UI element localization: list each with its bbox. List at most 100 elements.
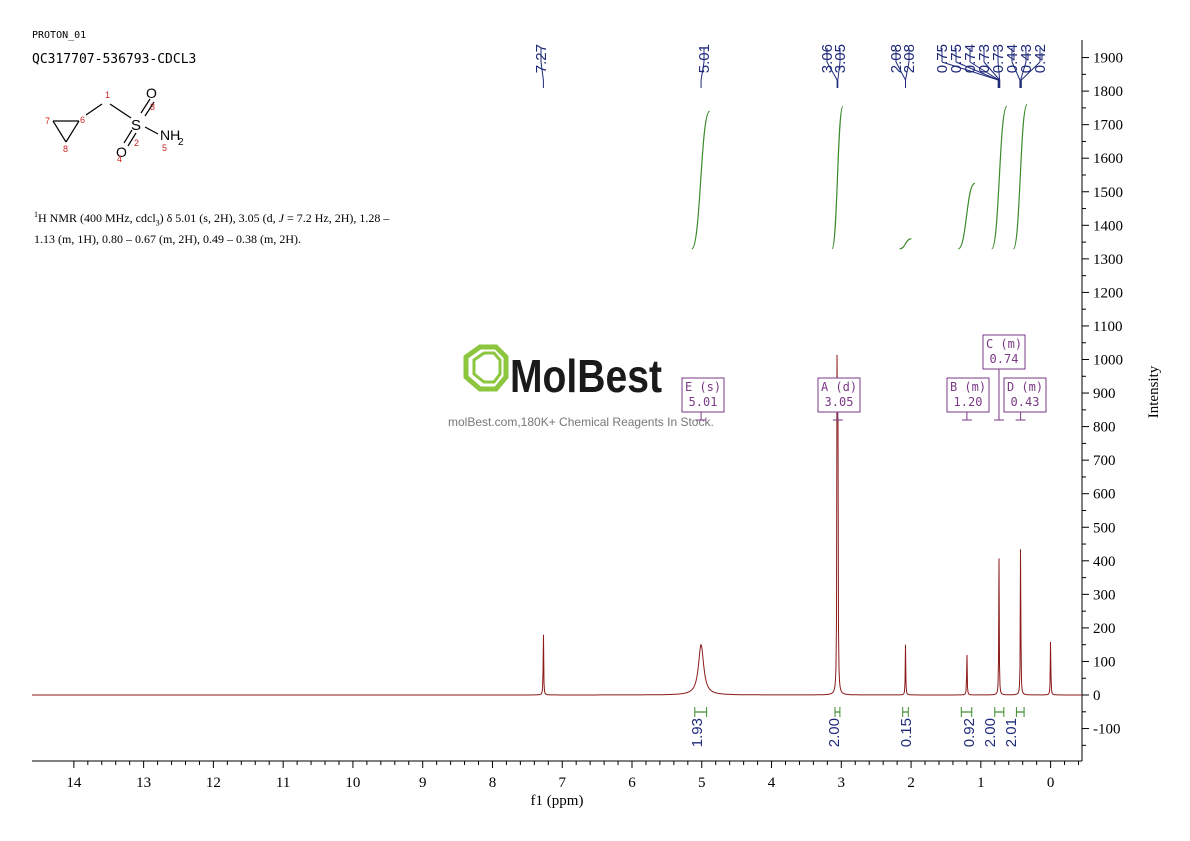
nmr-description: 1H NMR (400 MHz, cdcl3) δ 5.01 (s, 2H), … (34, 206, 394, 248)
y-tick-label: -100 (1093, 722, 1121, 738)
y-tick-label: 700 (1093, 453, 1116, 469)
x-tick-label: 6 (628, 775, 636, 791)
amine-group: NH (160, 127, 180, 143)
multiplet-frame (1003, 377, 1047, 413)
molbest-logo-icon (463, 344, 509, 392)
peak-labels: 7.27 5.01 3.063.05 2.082.08 0.750.750.740.73… (533, 44, 1049, 88)
y-tick-label: 1600 (1093, 151, 1123, 167)
sample-title: QC317707-536793-CDCL3 (32, 52, 197, 67)
x-axis-label: f1 (ppm) (531, 793, 584, 809)
x-tick-label: 8 (489, 775, 497, 791)
description-j: J (278, 211, 284, 225)
y-tick-label: 1100 (1093, 319, 1122, 335)
y-tick-label: 600 (1093, 487, 1116, 503)
x-tick-label: 12 (206, 775, 221, 791)
atom-number-6: 6 (80, 115, 85, 125)
multiplet-box: D (m)0.43 (1003, 377, 1047, 421)
y-axis-ticks: 1900180017001600150014001300120011001000… (1082, 51, 1123, 746)
atom-number-7: 7 (45, 116, 50, 126)
multiplet-shift: 0.74 (990, 352, 1019, 366)
x-tick-label: 4 (768, 775, 776, 791)
multiplet-frame (946, 377, 990, 413)
multiplet-frame (817, 377, 861, 413)
description-part-3: = 7.2 Hz, 2H), 1.28 – 1.13 (m, 1H), 0.80… (34, 211, 390, 247)
description-part-1: H NMR (400 MHz, cdcl (38, 211, 156, 225)
y-tick-label: 1900 (1093, 51, 1123, 67)
description-sub: 3 (155, 218, 160, 228)
molbest-watermark: MolBest molBest.com,180K+ Chemical Reage… (448, 344, 714, 429)
atom-number-5: 5 (162, 143, 167, 153)
peak-connector (983, 61, 1001, 81)
peak-connector (700, 61, 705, 81)
x-tick-label: 0 (1047, 775, 1055, 791)
integral-label: 2.00 (826, 718, 843, 747)
integral-label: 2.01 (1003, 718, 1020, 747)
x-tick-label: 3 (838, 775, 846, 791)
peak-connector (895, 61, 906, 81)
peak-connector (904, 61, 910, 81)
amine-subscript: 2 (178, 137, 184, 148)
multiplet-boxes: E (s)5.01A (d)3.05B (m)1.20C (m)0.74D (m… (681, 334, 1047, 421)
peak-connector (969, 61, 1000, 81)
multiplet-id: E (s) (685, 380, 721, 394)
atom-number-4: 4 (117, 154, 122, 164)
peak-connector (837, 61, 841, 81)
multiplet-box: C (m)0.74 (982, 334, 1026, 421)
x-tick-label: 5 (698, 775, 706, 791)
y-tick-label: 1700 (1093, 118, 1123, 134)
integral-curve (991, 105, 1008, 250)
spectrum-line (32, 354, 1082, 696)
atom-number-1: 1 (105, 90, 110, 100)
x-tick-label: 2 (907, 775, 915, 791)
multiplet-frame (681, 377, 725, 413)
x-tick-label: 9 (419, 775, 427, 791)
y-tick-label: 300 (1093, 587, 1116, 603)
x-tick-label: 13 (136, 775, 151, 791)
oxygen-top-atom: O (146, 85, 157, 101)
multiplet-shift: 0.43 (1011, 395, 1040, 409)
multiplet-id: D (m) (1007, 380, 1043, 394)
y-tick-label: 400 (1093, 554, 1116, 570)
y-tick-label: 1300 (1093, 252, 1123, 268)
molbest-brand: MolBest (510, 350, 662, 402)
atom-number-2: 2 (134, 138, 139, 148)
molbest-tagline: molBest.com,180K+ Chemical Reagents In S… (448, 415, 714, 429)
y-tick-label: 1400 (1093, 218, 1123, 234)
multiplet-id: B (m) (950, 380, 986, 394)
y-axis-label: Intensity (1146, 365, 1162, 418)
integral-curve (831, 105, 844, 250)
peak-connector (1020, 61, 1027, 81)
integral-curve (1012, 103, 1028, 250)
y-tick-label: 100 (1093, 654, 1116, 670)
integral-curve (899, 238, 912, 250)
integral-curves (691, 103, 1028, 250)
description-part-2: ) δ 5.01 (s, 2H), 3.05 (d, (159, 211, 279, 225)
nucleus-superscript: 1 (34, 210, 38, 219)
y-tick-label: 800 (1093, 420, 1116, 436)
x-tick-label: 10 (345, 775, 360, 791)
multiplet-box: B (m)1.20 (946, 377, 990, 421)
multiplet-shift: 3.05 (825, 395, 854, 409)
peak-connector (955, 61, 999, 81)
peak-connector (826, 61, 838, 81)
oxygen-bottom-atom: O (116, 144, 127, 160)
peak-connector (1020, 61, 1041, 81)
y-tick-label: 1000 (1093, 353, 1123, 369)
molecule-structure: S O O NH 2 1 2 3 4 5 6 7 8 (45, 85, 184, 164)
multiplet-shift: 1.20 (954, 395, 983, 409)
multiplet-box: E (s)5.01 (681, 377, 725, 421)
integral-label: 1.93 (689, 718, 706, 747)
y-tick-label: 0 (1093, 688, 1101, 704)
x-axis-ticks: 14 13 12 11 10 9 8 7 6 5 4 3 2 1 0 (66, 761, 1080, 791)
atom-number-8: 8 (63, 144, 68, 154)
multiplet-id: C (m) (986, 337, 1022, 351)
x-tick-label: 7 (558, 775, 566, 791)
sulfur-atom: S (131, 117, 141, 134)
y-tick-label: 500 (1093, 520, 1116, 536)
x-tick-label: 14 (66, 775, 82, 791)
experiment-name: PROTON_01 (32, 30, 87, 41)
peak-connector (941, 61, 999, 81)
y-tick-label: 1500 (1093, 185, 1123, 201)
integral-curve (691, 110, 711, 250)
